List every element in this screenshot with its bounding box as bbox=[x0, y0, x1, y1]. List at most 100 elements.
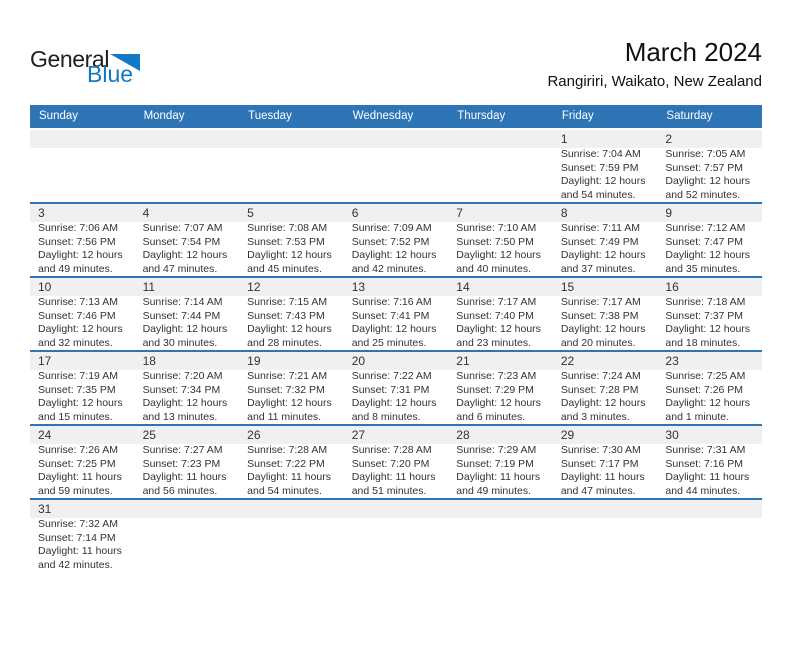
day-number: 13 bbox=[343, 278, 449, 296]
day-detail-line: and 15 minutes. bbox=[38, 410, 113, 423]
day-detail-line: Daylight: 11 hours bbox=[351, 471, 436, 483]
day-detail-line: Daylight: 12 hours bbox=[456, 249, 541, 261]
day-cell-3: 3 Sunrise: 7:06 AM Sunset: 7:56 PM Daylight… bbox=[30, 204, 135, 276]
day-cell-empty bbox=[239, 500, 344, 572]
day-detail-line: Sunrise: 7:21 AM bbox=[247, 370, 328, 382]
day-details: Sunrise: 7:18 AM Sunset: 7:37 PM Daylight:… bbox=[657, 296, 762, 350]
day-number: 30 bbox=[657, 426, 762, 444]
day-detail-line: Sunset: 7:53 PM bbox=[247, 235, 325, 248]
day-details: Sunrise: 7:09 AM Sunset: 7:52 PM Daylight:… bbox=[344, 222, 449, 276]
day-detail-line: Daylight: 12 hours bbox=[38, 249, 123, 261]
day-detail-line: Sunset: 7:29 PM bbox=[456, 383, 534, 396]
day-details: Sunrise: 7:11 AM Sunset: 7:49 PM Daylight:… bbox=[553, 222, 658, 276]
day-number: 20 bbox=[343, 352, 449, 370]
week-row-4: 17 Sunrise: 7:19 AM Sunset: 7:35 PM Dayligh… bbox=[30, 352, 762, 426]
day-details: Sunrise: 7:04 AM Sunset: 7:59 PM Daylight:… bbox=[553, 148, 658, 202]
day-detail-line: Sunset: 7:56 PM bbox=[38, 235, 116, 248]
day-detail-line: and 47 minutes. bbox=[560, 484, 636, 497]
day-detail-line: Sunrise: 7:23 AM bbox=[456, 370, 537, 382]
day-detail-line: Sunrise: 7:28 AM bbox=[247, 444, 328, 456]
day-number: 27 bbox=[343, 426, 449, 444]
day-detail-line: and 44 minutes. bbox=[665, 484, 741, 497]
day-detail-line: Sunrise: 7:10 AM bbox=[456, 222, 537, 234]
day-detail-line: Daylight: 12 hours bbox=[247, 397, 332, 409]
day-details: Sunrise: 7:16 AM Sunset: 7:41 PM Daylight:… bbox=[344, 296, 449, 350]
day-detail-line: and 1 minute. bbox=[665, 410, 730, 423]
day-detail-line: Sunrise: 7:07 AM bbox=[142, 222, 223, 234]
day-detail-line: and 13 minutes. bbox=[142, 410, 218, 423]
page-title: March 2024 bbox=[624, 37, 762, 67]
logo-text-general: General bbox=[30, 46, 110, 72]
week-row-1: 1 Sunrise: 7:04 AM Sunset: 7:59 PM Daylight… bbox=[30, 130, 762, 204]
day-details: Sunrise: 7:22 AM Sunset: 7:31 PM Daylight:… bbox=[344, 370, 449, 424]
day-detail-line: and 35 minutes. bbox=[665, 262, 741, 275]
day-cell-24: 24 Sunrise: 7:26 AM Sunset: 7:25 PM Dayligh… bbox=[30, 426, 135, 498]
day-detail-line: Sunrise: 7:19 AM bbox=[38, 370, 118, 382]
day-detail-line: Daylight: 12 hours bbox=[456, 323, 541, 335]
day-detail-line: Sunrise: 7:25 AM bbox=[665, 370, 746, 382]
day-detail-line: and 45 minutes. bbox=[247, 262, 322, 275]
day-detail-line: Sunset: 7:47 PM bbox=[665, 235, 744, 248]
day-cell-empty bbox=[343, 500, 449, 572]
day-number: 25 bbox=[134, 426, 240, 444]
day-detail-line: Sunrise: 7:24 AM bbox=[560, 370, 641, 382]
day-number: 9 bbox=[657, 204, 762, 222]
day-detail-line: Sunrise: 7:29 AM bbox=[456, 444, 537, 456]
day-detail-line: and 59 minutes. bbox=[38, 484, 113, 497]
day-cell-30: 30 Sunrise: 7:31 AM Sunset: 7:16 PM Dayligh… bbox=[657, 426, 762, 498]
day-details: Sunrise: 7:30 AM Sunset: 7:17 PM Daylight:… bbox=[553, 444, 658, 498]
day-detail-line: Daylight: 12 hours bbox=[38, 323, 123, 335]
day-number: 23 bbox=[657, 352, 762, 370]
day-detail-line: Sunset: 7:41 PM bbox=[351, 309, 430, 322]
day-detail-line: Daylight: 12 hours bbox=[38, 397, 123, 409]
day-details: Sunrise: 7:08 AM Sunset: 7:53 PM Daylight:… bbox=[239, 222, 344, 276]
day-number-band-empty bbox=[343, 500, 449, 518]
day-detail-line: Sunrise: 7:32 AM bbox=[38, 518, 118, 530]
day-detail-line: Sunset: 7:32 PM bbox=[247, 383, 325, 396]
day-details bbox=[657, 518, 762, 572]
day-detail-line: Daylight: 11 hours bbox=[456, 471, 541, 483]
page-location: Rangiriri, Waikato, New Zealand bbox=[547, 72, 762, 90]
day-number: 22 bbox=[552, 352, 658, 370]
day-detail-line: Daylight: 11 hours bbox=[38, 545, 122, 557]
day-cell-empty bbox=[134, 500, 240, 572]
day-detail-line: Sunrise: 7:17 AM bbox=[456, 296, 537, 308]
day-details bbox=[30, 148, 135, 202]
title-block: March 2024 Rangiriri, Waikato, New Zeala… bbox=[547, 37, 762, 90]
day-details bbox=[448, 518, 553, 572]
day-detail-line: Daylight: 12 hours bbox=[560, 323, 646, 335]
day-detail-line: Daylight: 12 hours bbox=[560, 397, 646, 409]
day-detail-line: Daylight: 12 hours bbox=[665, 323, 751, 335]
day-detail-line: Sunset: 7:20 PM bbox=[351, 457, 430, 470]
day-cell-29: 29 Sunrise: 7:30 AM Sunset: 7:17 PM Dayligh… bbox=[552, 426, 658, 498]
day-detail-line: Sunset: 7:44 PM bbox=[142, 309, 221, 322]
general-blue-logo: General Blue bbox=[30, 46, 141, 86]
day-detail-line: and 49 minutes. bbox=[456, 484, 531, 497]
week-row-3: 10 Sunrise: 7:13 AM Sunset: 7:46 PM Dayligh… bbox=[30, 278, 762, 352]
day-detail-line: Sunrise: 7:20 AM bbox=[142, 370, 223, 382]
day-cell-15: 15 Sunrise: 7:17 AM Sunset: 7:38 PM Dayligh… bbox=[552, 278, 658, 350]
day-detail-line: Daylight: 12 hours bbox=[142, 323, 228, 335]
day-details: Sunrise: 7:17 AM Sunset: 7:38 PM Daylight:… bbox=[553, 296, 658, 350]
day-detail-line: Sunrise: 7:06 AM bbox=[38, 222, 118, 234]
day-details: Sunrise: 7:32 AM Sunset: 7:14 PM Daylight:… bbox=[30, 518, 135, 572]
day-details: Sunrise: 7:28 AM Sunset: 7:20 PM Daylight:… bbox=[344, 444, 449, 498]
day-details bbox=[448, 148, 553, 202]
day-detail-line: Sunset: 7:28 PM bbox=[560, 383, 639, 396]
day-details: Sunrise: 7:07 AM Sunset: 7:54 PM Daylight:… bbox=[135, 222, 240, 276]
day-number: 8 bbox=[552, 204, 658, 222]
day-detail-line: Sunset: 7:43 PM bbox=[247, 309, 325, 322]
day-number: 19 bbox=[239, 352, 344, 370]
day-detail-line: and 28 minutes. bbox=[247, 336, 322, 349]
day-detail-line: Sunset: 7:46 PM bbox=[38, 309, 116, 322]
day-details bbox=[553, 518, 658, 572]
day-detail-line: and 54 minutes. bbox=[560, 188, 636, 201]
day-details bbox=[135, 148, 240, 202]
day-details: Sunrise: 7:05 AM Sunset: 7:57 PM Daylight:… bbox=[657, 148, 762, 202]
day-detail-line: Daylight: 12 hours bbox=[247, 323, 332, 335]
day-details: Sunrise: 7:14 AM Sunset: 7:44 PM Daylight:… bbox=[135, 296, 240, 350]
day-detail-line: Sunset: 7:54 PM bbox=[142, 235, 221, 248]
day-number-band-empty bbox=[657, 500, 762, 518]
day-detail-line: and 3 minutes. bbox=[560, 410, 630, 423]
day-detail-line: Sunrise: 7:27 AM bbox=[142, 444, 223, 456]
